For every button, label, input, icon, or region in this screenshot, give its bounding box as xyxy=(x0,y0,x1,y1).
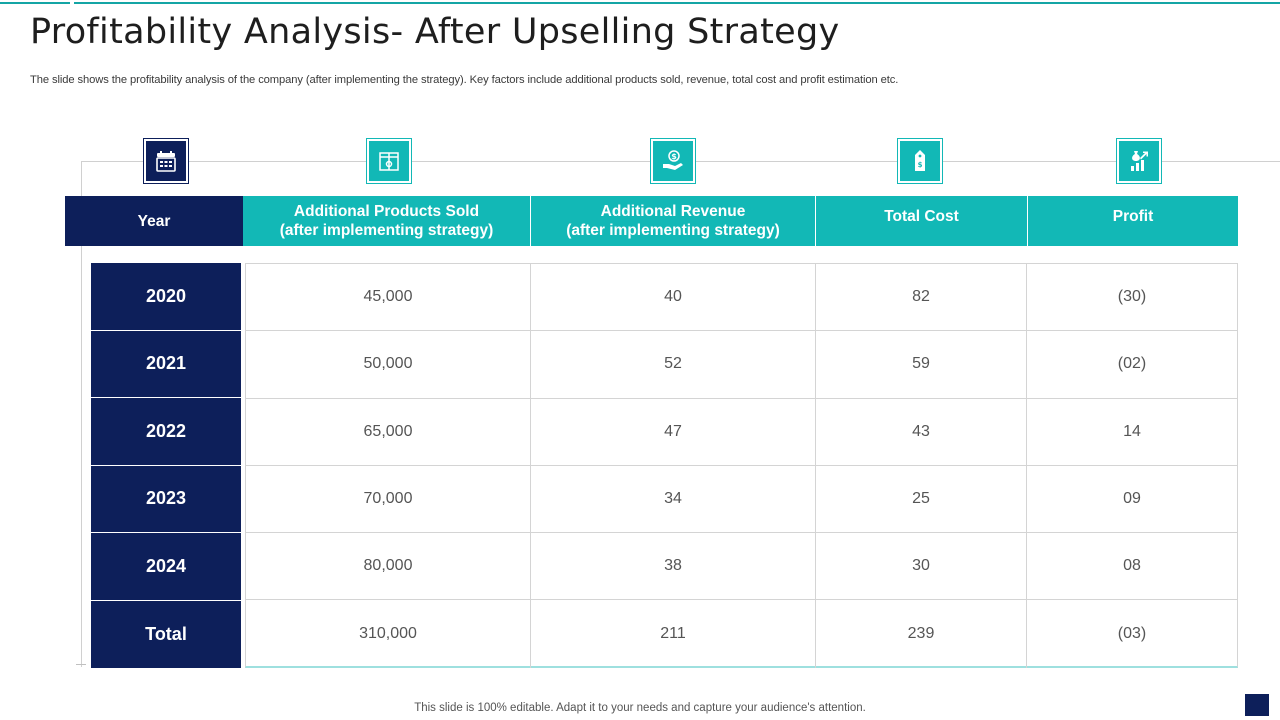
products-cell: 310,000 xyxy=(246,600,531,668)
header-label: Additional Products Sold xyxy=(293,203,480,220)
profit-cell: (03) xyxy=(1117,625,1147,643)
products-cell: 70,000 xyxy=(246,465,531,533)
year-cell: 2022 xyxy=(91,398,241,466)
profit-cell: (02) xyxy=(1117,355,1147,373)
header-label: Profit xyxy=(1112,207,1154,225)
gift-box-icon xyxy=(366,138,412,184)
price-tag-icon: $ xyxy=(897,138,943,184)
header-products-sold: Additional Products Sold (after implemen… xyxy=(243,196,531,246)
profit-cell: 14 xyxy=(1123,422,1141,440)
header-profit: Profit xyxy=(1028,196,1238,246)
revenue-cell: 47 xyxy=(531,398,816,465)
frame-line xyxy=(81,161,82,667)
revenue-cell: 40 xyxy=(531,264,816,331)
products-cell: 65,000 xyxy=(246,398,531,465)
slide-subtitle: The slide shows the profitability analys… xyxy=(30,74,899,86)
corner-decoration xyxy=(1245,694,1269,716)
header-sublabel: (after implementing strategy) xyxy=(566,222,780,239)
cost-cell: 239 xyxy=(816,600,1027,668)
top-accent-rule xyxy=(0,2,70,4)
money-bag-growth-icon xyxy=(1116,138,1162,184)
svg-text:$: $ xyxy=(918,161,923,169)
cost-cell: 25 xyxy=(816,465,1027,533)
year-cell: 2020 xyxy=(91,263,241,331)
frame-tick xyxy=(76,664,86,665)
header-year: Year xyxy=(65,196,243,246)
calendar-icon xyxy=(143,138,189,184)
products-cell: 80,000 xyxy=(246,533,531,600)
svg-text:$: $ xyxy=(671,152,677,161)
cost-cell: 59 xyxy=(816,331,1027,398)
total-cell: Total xyxy=(91,600,241,668)
cost-cell: 43 xyxy=(816,398,1027,465)
top-accent-rule xyxy=(74,2,1280,4)
table-row: 70,000 34 25 09 xyxy=(246,465,1237,534)
slide-footer: This slide is 100% editable. Adapt it to… xyxy=(414,702,866,714)
year-cell: 2021 xyxy=(91,330,241,398)
revenue-cell: 52 xyxy=(531,331,816,398)
header-label: Year xyxy=(137,212,171,230)
header-label: Additional Revenue xyxy=(600,203,746,220)
table-row: 45,000 40 82 (30) xyxy=(246,264,1237,332)
header-sublabel: (after implementing strategy) xyxy=(279,222,494,239)
table-row: 50,000 52 59 (02) xyxy=(246,331,1237,399)
cost-cell: 82 xyxy=(816,264,1027,331)
header-total-cost: Total Cost xyxy=(816,196,1028,246)
profit-cell: (30) xyxy=(1117,288,1147,306)
data-table: 45,000 40 82 (30) 50,000 52 59 (02) 65,0… xyxy=(245,263,1238,668)
revenue-cell: 211 xyxy=(531,600,816,668)
products-cell: 50,000 xyxy=(246,331,531,398)
table-row: 65,000 47 43 14 xyxy=(246,398,1237,466)
revenue-cell: 38 xyxy=(531,533,816,600)
table-row: 80,000 38 30 08 xyxy=(246,533,1237,601)
products-cell: 45,000 xyxy=(246,264,531,331)
slide-title: Profitability Analysis- After Upselling … xyxy=(30,12,840,52)
profit-cell: 08 xyxy=(1123,557,1141,575)
year-cell: 2024 xyxy=(91,533,241,601)
money-hand-icon: $ xyxy=(650,138,696,184)
year-column: 2020 2021 2022 2023 2024 Total xyxy=(91,263,241,668)
revenue-cell: 34 xyxy=(531,465,816,533)
year-cell: 2023 xyxy=(91,465,241,533)
cost-cell: 30 xyxy=(816,533,1027,600)
header-revenue: Additional Revenue (after implementing s… xyxy=(531,196,816,246)
profit-cell: 09 xyxy=(1123,490,1141,508)
header-label: Total Cost xyxy=(884,207,959,225)
total-row: 310,000 211 239 (03) xyxy=(246,600,1237,668)
